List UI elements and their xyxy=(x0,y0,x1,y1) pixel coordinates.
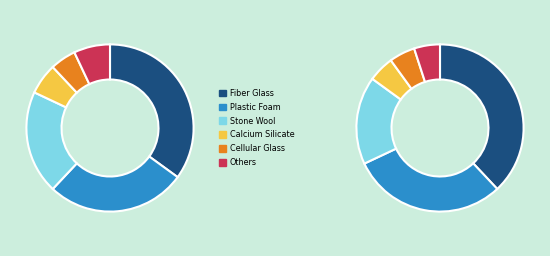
Wedge shape xyxy=(440,44,524,189)
Wedge shape xyxy=(372,60,411,100)
Wedge shape xyxy=(391,48,425,89)
Wedge shape xyxy=(364,149,497,212)
Wedge shape xyxy=(53,52,89,93)
Wedge shape xyxy=(414,44,440,82)
Wedge shape xyxy=(26,92,77,189)
Wedge shape xyxy=(74,44,110,84)
Legend: Fiber Glass, Plastic Foam, Stone Wool, Calcium Silicate, Cellular Glass, Others: Fiber Glass, Plastic Foam, Stone Wool, C… xyxy=(218,89,294,167)
Wedge shape xyxy=(356,79,401,164)
Wedge shape xyxy=(110,44,194,177)
Wedge shape xyxy=(34,67,77,107)
Wedge shape xyxy=(53,156,178,212)
